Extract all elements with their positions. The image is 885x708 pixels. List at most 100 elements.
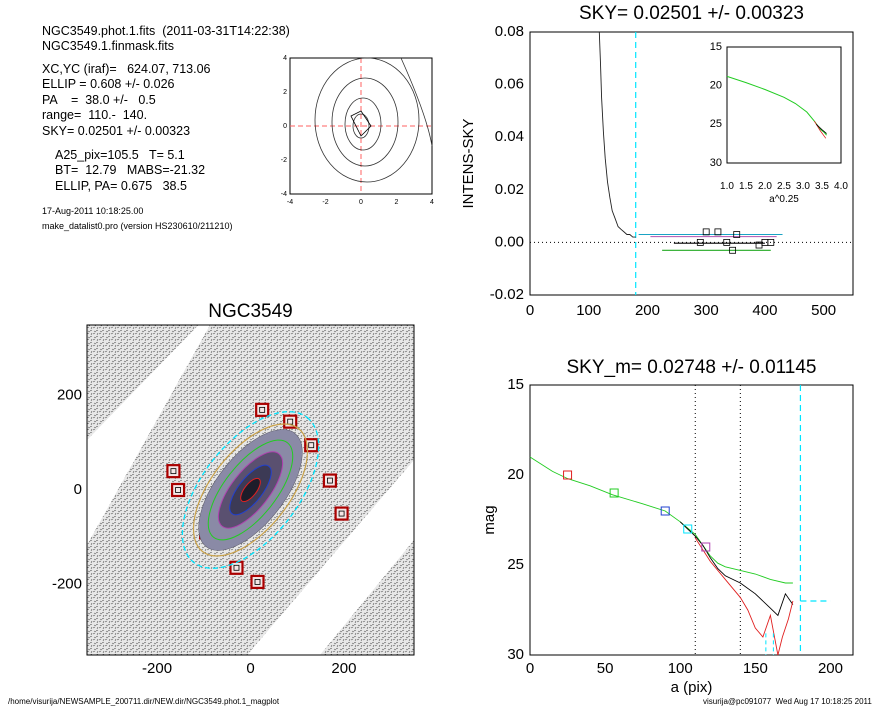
galaxy-frame — [86, 324, 415, 656]
psf-contour-2 — [331, 77, 399, 167]
galaxy-mask-core-9 — [254, 579, 261, 585]
intens-ylabel: INTENS-SKY — [460, 118, 477, 208]
mag-marker-3 — [683, 524, 693, 534]
galaxy-sky-ellipse — [181, 411, 320, 569]
galaxy-mask-core-4 — [175, 487, 181, 493]
galaxy-title: NGC3549 — [208, 301, 293, 322]
mag-marker-1 — [609, 488, 619, 498]
intens-sky-square-3 — [723, 238, 731, 246]
intens-xtick-1: 100 — [576, 302, 601, 319]
mag-ytick-2: 25 — [507, 556, 524, 573]
date-line: 17-Aug-2011 10:18:25.00 — [42, 206, 144, 216]
a25-line: A25_pix=105.5 T= 5.1 — [55, 148, 185, 162]
galaxy-xtick-0: -200 — [142, 660, 172, 677]
galaxy-mask-core-6 — [338, 510, 345, 517]
inset-xtick-3: 2.5 — [777, 181, 791, 192]
galaxy-xtick-1: 0 — [246, 660, 254, 677]
program-line: make_datalist0.pro (version HS230610/211… — [42, 221, 233, 231]
pa-line: PA = 38.0 +/- 0.5 — [42, 93, 156, 107]
galaxy-outer-isophote — [192, 423, 309, 557]
intens-sky-square-0 — [696, 238, 704, 246]
intens-ytick-0: 0.08 — [495, 23, 524, 40]
mag-xlabel: a (pix) — [671, 679, 713, 696]
mag-marker-0 — [563, 470, 573, 480]
galaxy-mask-box-9 — [250, 574, 265, 590]
psf-xtick-4: 4 — [430, 199, 434, 206]
galaxy-image-group — [87, 325, 414, 655]
mag-xtick-2: 100 — [668, 660, 693, 677]
galaxy-mask-box-4 — [170, 482, 186, 498]
intens-profile-line — [598, 31, 636, 238]
range-line: range= 110.- 140. — [42, 108, 148, 122]
galaxy-mask-core-3 — [170, 468, 177, 475]
intens-frame — [529, 31, 854, 296]
psf-contour-1 — [344, 97, 382, 151]
psf-ytick-0: -4 — [281, 191, 287, 198]
inset-xtick-1: 1.5 — [739, 181, 753, 192]
psf-ytick-1: -2 — [281, 157, 287, 164]
intens-ytick-3: 0.02 — [495, 181, 524, 198]
inset-xtick-0: 1.0 — [720, 181, 734, 192]
galaxy-core — [240, 477, 261, 503]
inset-xtick-5: 3.5 — [815, 181, 829, 192]
psf-xtick-1: -2 — [322, 199, 328, 206]
intens-ytick-5: -0.02 — [490, 286, 524, 303]
inset-frame — [726, 46, 842, 164]
mag-ytick-0: 15 — [507, 376, 524, 393]
galaxy-mask-box-1 — [283, 414, 298, 429]
mag-marker-4 — [701, 542, 711, 552]
inset-ytick-3: 30 — [710, 157, 722, 169]
ellip-line: ELLIP = 0.608 +/- 0.026 — [42, 77, 175, 91]
file-line: NGC3549.phot.1.fits (2011-03-31T14:22:38… — [42, 24, 290, 38]
galaxy-mask-band-upper — [87, 325, 210, 545]
mag-title: SKY_m= 0.02748 +/- 0.01145 — [567, 357, 817, 378]
inset-ytick-1: 20 — [710, 80, 722, 92]
ellippa-line: ELLIP, PA= 0.675 38.5 — [55, 179, 187, 193]
galaxy-isophote-1 — [207, 439, 294, 541]
galaxy-mask-core-2 — [308, 442, 315, 449]
intens-ytick-1: 0.06 — [495, 76, 524, 93]
galaxy-ytick-1: 0 — [74, 481, 82, 498]
psf-ytick-2: 0 — [283, 123, 287, 130]
mag-frame — [529, 384, 854, 656]
psf-ytick-3: 2 — [283, 89, 287, 96]
galaxy-mask-band-lower — [247, 460, 414, 655]
mag-ytick-3: 30 — [507, 646, 524, 663]
inset-xtick-2: 2.0 — [758, 181, 772, 192]
intens-ytick-4: 0.00 — [495, 233, 524, 250]
inset-profile-red — [814, 120, 827, 139]
galaxy-mask-core-5 — [327, 477, 333, 484]
galaxy-mask-box-6 — [334, 506, 349, 521]
psf-center-diamond — [350, 110, 372, 137]
sky-line: SKY= 0.02501 +/- 0.00323 — [42, 124, 191, 138]
inset-profile-black — [816, 124, 827, 134]
intens-sky-square-1 — [702, 228, 710, 236]
galaxy-mask-box-0 — [255, 402, 270, 417]
mag-series-green — [529, 456, 793, 584]
galaxy-mask-box-3 — [166, 464, 181, 479]
psf-xtick-2: 0 — [359, 199, 363, 206]
inset-xtick-4: 3.0 — [796, 181, 810, 192]
galaxy-mask-box-2 — [304, 438, 319, 453]
intens-title: SKY= 0.02501 +/- 0.00323 — [579, 3, 804, 24]
psf-xtick-3: 2 — [395, 199, 399, 206]
bt-line: BT= 12.79 MABS=-21.32 — [55, 163, 206, 177]
mag-marker-2 — [660, 506, 670, 516]
mag-ytick-1: 20 — [507, 466, 524, 483]
galaxy-mask-core-8 — [233, 564, 240, 571]
mag-series-red — [694, 537, 794, 656]
intens-sky-square-4 — [729, 246, 737, 254]
intens-xtick-0: 0 — [526, 302, 534, 319]
psf-contour-outer — [400, 57, 433, 147]
xcyc-line: XC,YC (iraf)= 624.07, 713.06 — [42, 62, 211, 76]
galaxy-ytick-0: 200 — [57, 387, 82, 404]
mag-xtick-4: 200 — [818, 660, 843, 677]
psf-ytick-4: 4 — [283, 55, 287, 62]
mag-xtick-0: 0 — [526, 660, 534, 677]
intens-sky-square-5 — [733, 231, 741, 238]
psf-contour-0 — [352, 113, 370, 139]
intens-xtick-4: 400 — [752, 302, 777, 319]
inset-profile — [726, 75, 827, 136]
mag-xtick-3: 150 — [743, 660, 768, 677]
inset-ytick-0: 15 — [710, 41, 722, 53]
